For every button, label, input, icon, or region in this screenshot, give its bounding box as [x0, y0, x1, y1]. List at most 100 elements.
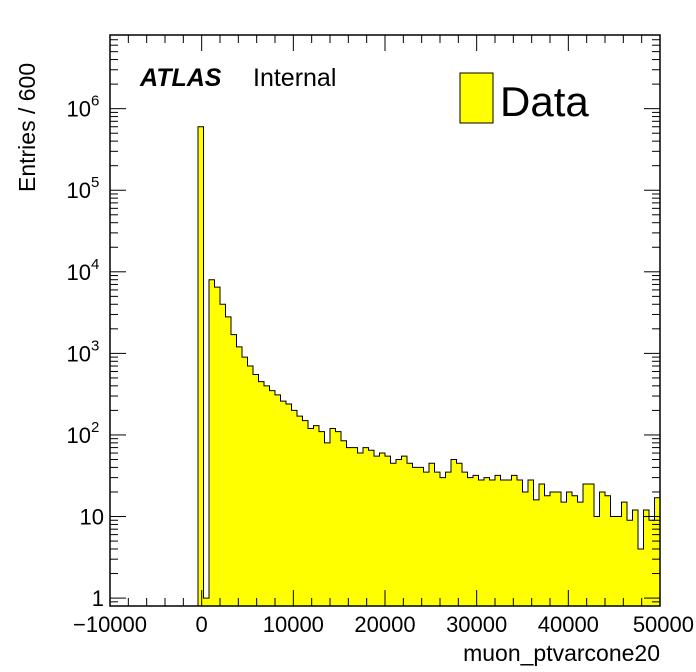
histogram-bin [258, 381, 265, 606]
histogram-bin [594, 516, 600, 606]
y-tick-label: 10 [80, 505, 104, 530]
histogram-bin [253, 374, 259, 606]
histogram-bin [319, 431, 325, 606]
histogram-bin [379, 453, 386, 606]
histogram-bin [550, 491, 556, 606]
histogram-bin [291, 410, 298, 606]
histogram-bin [528, 480, 534, 606]
histogram-bin [616, 516, 622, 606]
histogram-bin [434, 472, 441, 606]
y-tick-label: 10 2 [67, 419, 100, 448]
histogram-bin [390, 463, 397, 606]
y-tick-label: 1 [92, 586, 104, 611]
histogram-bin [209, 279, 215, 606]
histogram-bin [506, 480, 512, 606]
histogram-bin [247, 366, 254, 606]
legend: Data [459, 72, 589, 125]
histogram-bin [440, 477, 446, 606]
histogram-bin [313, 425, 320, 606]
histogram-bin [368, 450, 375, 606]
y-tick-base: 10 [67, 97, 91, 122]
y-tick-exponent: 3 [91, 337, 99, 354]
x-tick-label: −10000 [73, 612, 147, 637]
atlas-label: ATLAS Internal [139, 64, 336, 92]
histogram-bin [302, 420, 309, 606]
histogram-outline [110, 126, 661, 607]
x-tick-label: 20000 [354, 612, 415, 637]
histogram-bin [451, 459, 457, 606]
x-tick-label: 0 [196, 612, 208, 637]
histogram-bin [555, 491, 562, 606]
histogram-bin [374, 456, 380, 606]
histogram-bin [242, 357, 248, 606]
histogram-bin [225, 316, 232, 606]
histogram-bin [231, 334, 237, 606]
y-tick-label: 10 6 [67, 93, 100, 122]
histogram-bin [203, 598, 210, 606]
histogram-bin [341, 440, 347, 606]
histogram-bin [621, 502, 628, 606]
y-tick-base: 10 [67, 260, 91, 285]
histogram-bin [412, 467, 419, 606]
histogram-bin [363, 447, 369, 606]
histogram-bin [489, 480, 496, 606]
histogram-bin [324, 442, 331, 606]
y-tick-label: 10 4 [67, 256, 100, 285]
histogram-bin [236, 346, 243, 606]
y-axis-title: Entries / 600 [14, 63, 40, 192]
histogram-bin [357, 453, 364, 606]
x-tick-label: 40000 [538, 612, 599, 637]
x-tick-label: 30000 [446, 612, 507, 637]
histogram-bin [605, 495, 611, 606]
histogram-bin [401, 456, 408, 606]
histogram-bin [583, 484, 589, 606]
histogram-bin [462, 472, 468, 606]
histogram-bin [456, 463, 463, 606]
histogram-bin [330, 428, 336, 606]
histogram-bin [643, 510, 650, 606]
x-tick-labels: −10000 0 10000 20000 30000 40000 50000 [73, 612, 694, 637]
histogram-bin [269, 390, 276, 606]
histogram-bin [214, 287, 221, 606]
histogram-bin [588, 484, 595, 606]
y-tick-exponent: 5 [91, 174, 99, 191]
y-tick-exponent: 2 [91, 419, 99, 436]
histogram-bin [407, 463, 413, 606]
histogram-bin [638, 548, 644, 606]
histogram-bin [280, 401, 287, 606]
histogram-bin [632, 510, 639, 606]
x-axis-title: muon_ptvarcone20 [463, 640, 660, 666]
histogram-bin [308, 428, 314, 606]
histogram-bin [385, 456, 391, 606]
histogram-bin [599, 491, 606, 606]
histogram-bin [511, 475, 518, 606]
histogram-bin [544, 495, 551, 606]
y-tick-base: 10 [67, 178, 91, 203]
histogram-bin [539, 484, 545, 606]
histogram-bin [649, 520, 655, 606]
histogram-bin [517, 480, 523, 606]
y-tick-base: 10 [67, 341, 91, 366]
y-tick-exponent: 4 [91, 256, 99, 273]
histogram-bin [396, 459, 402, 606]
axis-ticks [109, 34, 661, 607]
histogram-bin [577, 502, 584, 606]
histogram-bars [110, 126, 661, 607]
histogram-bin [533, 499, 540, 606]
y-tick-label: 10 3 [67, 337, 100, 366]
histogram-bin [561, 502, 567, 606]
histogram-bin [484, 477, 490, 606]
histogram-bin [275, 394, 281, 606]
atlas-label-bold: ATLAS [139, 64, 222, 92]
histogram-bin [335, 431, 342, 606]
histogram-bin [198, 126, 204, 606]
histogram-bin [352, 447, 358, 606]
legend-swatch [459, 72, 494, 124]
histogram-bin [572, 495, 578, 606]
histogram-bin [654, 497, 661, 606]
legend-label-data: Data [500, 78, 589, 125]
histogram-bin [522, 491, 529, 606]
y-tick-exponent: 6 [91, 93, 99, 110]
